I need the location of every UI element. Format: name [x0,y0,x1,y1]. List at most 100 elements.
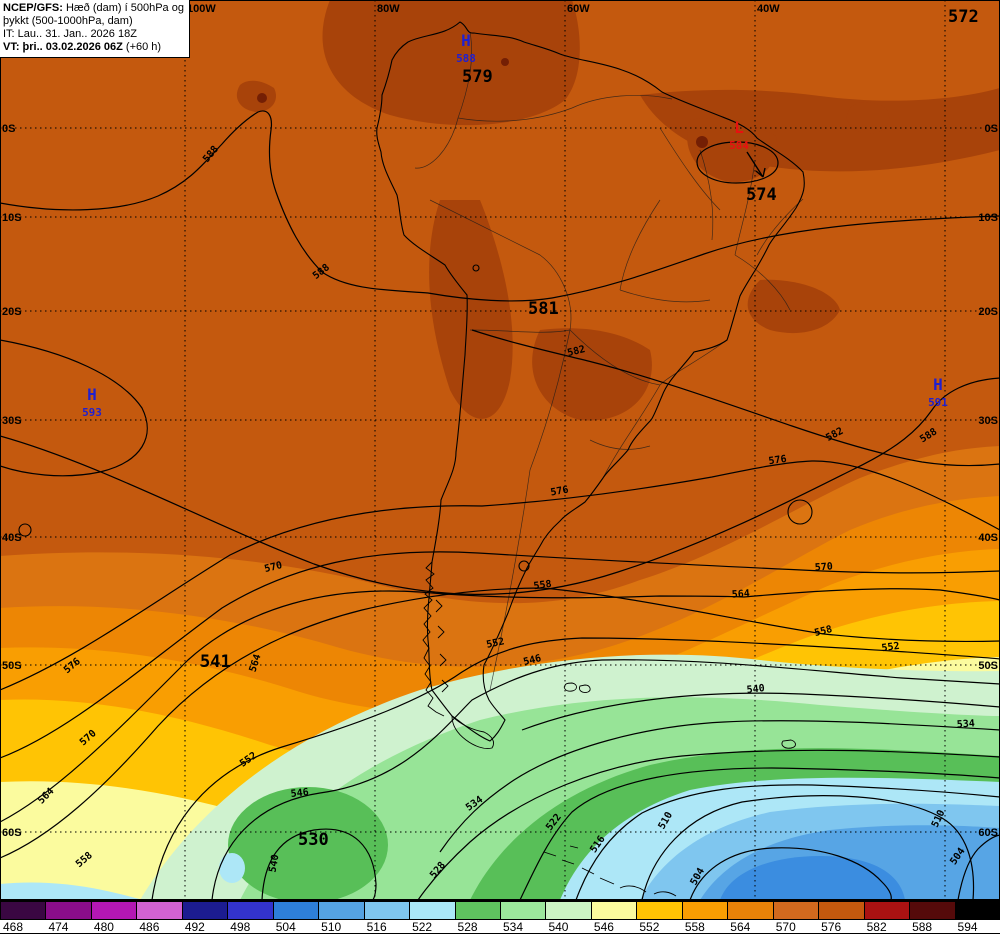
title-line-1: NCEP/GFS: Hæð (dam) í 500hPa og [3,2,184,14]
colorbar-swatch [45,901,91,920]
lat-label-left: 10S [2,212,22,224]
lat-label-right: 30S [978,415,998,427]
contour-label: 552 [486,636,506,651]
colorbar-swatch [499,901,546,920]
title-box: NCEP/GFS: Hæð (dam) í 500hPa og þykkt (5… [0,0,190,58]
colorbar-swatch [863,901,910,920]
contour-label: 534 [956,718,975,730]
colorbar-swatch [318,901,364,920]
pressure-center-value: 593 [82,406,102,419]
contour-588-south [0,377,1000,595]
country-borders [414,31,804,691]
contour-564 [0,588,1000,823]
colorbar-tick-labels: 468 474 480 486 492 498 504 510 516 522 528 534 540 5… [0,920,1000,934]
colorbar-swatch [272,901,319,920]
pressure-center-value: 588 [456,52,476,65]
contour-low-arrow [746,151,766,178]
colorbar-tick-label: 564 [730,920,751,934]
colorbar-swatch [136,901,182,920]
thickness-fill-bands [0,0,1000,900]
extremum-label: 572 [948,7,979,27]
fill-patch-504-510 [720,856,905,900]
contour-label: 552 [881,641,900,654]
contour-576 [0,460,1000,691]
contour-522 [519,767,1000,900]
pressure-center-value: 584 [729,139,749,152]
contour-label: 558 [533,579,552,592]
lat-label-right: 0S [985,123,998,135]
fill-dots-588-594 [257,58,708,148]
title-line-4: VT: þri.. 03.02.2026 06Z (+60 h) [3,41,162,53]
coastline [18,21,813,897]
axis-labels: 0S 0S 10S 10S 20S 20S 30S 30S 40S 40S 50S 50S 60S 60S… [2,3,998,839]
colorbar-swatch [681,901,728,920]
fill-patch-528-534-low [228,787,388,900]
colorbar-tick-label: 588 [912,920,933,934]
contour-label: 576 [550,485,570,499]
extremum-label: 574 [746,185,777,205]
colorbar-swatch [227,901,273,920]
lat-label-right: 60S [978,827,998,839]
fill-patches-582-588 [236,0,1000,421]
pressure-center-letter: H [461,31,471,50]
colorbar-swatch [727,901,773,920]
lat-label-left: 40S [2,532,22,544]
colorbar-swatch [909,901,955,920]
contour-label: 564 [248,653,264,674]
pressure-center-value: 591 [928,396,948,409]
contour-504-east [957,834,1000,900]
pressure-center-letter: L [734,118,744,137]
colorbar-swatch [90,901,137,920]
lat-label-left: 30S [2,415,22,427]
extremum-label: 579 [462,67,493,87]
thickness-colorbar: 468 474 480 486 492 498 504 510 516 522 528 534 540 5… [0,900,1000,934]
lon-label-top: 60W [567,3,590,15]
lat-label-right: 50S [978,660,998,672]
contour-540-east [521,692,1000,731]
pressure-center-letter: H [933,375,943,394]
extremum-label: 530 [298,830,329,850]
title-line-3: IT: Lau.. 31. Jan.. 2026 18Z [3,28,137,40]
colorbar-tick-label: 492 [184,920,205,934]
lat-label-right: 40S [978,532,998,544]
height-contours [0,110,1000,900]
colorbar-tick-label: 480 [93,920,114,934]
colorbar-swatch [0,901,46,920]
contour-570 [0,551,1000,759]
fill-corner-522-528 [0,882,146,900]
graticule-grid [0,0,1000,900]
colorbar-swatch [818,901,864,920]
pressure-center-markers: H 588 L 584 H 593 H 591 [82,31,948,419]
contour-label: 546 [522,653,542,668]
colorbar-swatch [954,901,1000,920]
colorbar-tick-label: 528 [457,920,478,934]
contour-label: 582 [566,344,586,359]
contour-528 [417,749,1000,900]
contour-534 [439,720,1000,853]
fill-spot-icefield [219,853,245,883]
contour-588-north [0,110,1000,302]
colorbar-tick-label: 552 [639,920,660,934]
colorbar-tick-label: 468 [3,920,24,934]
contour-582-trough [471,329,1000,467]
contour-552 [151,637,1000,900]
lat-label-right: 10S [978,212,998,224]
contour-504-ring [689,847,892,900]
contour-584-low-ring [696,141,779,184]
colorbar-swatch [545,901,591,920]
colorbar-tick-label: 576 [821,920,842,934]
contour-label: 564 [731,588,750,600]
colorbar-swatch [454,901,500,920]
contour-558 [0,587,1000,859]
contour-label: 540 [746,683,765,696]
colorbar-tick-label: 498 [230,920,251,934]
contour-546 [211,659,1000,900]
colorbar-swatch [409,901,455,920]
contour-592-high-ring [0,339,148,477]
colorbar-tick-label: 540 [548,920,569,934]
lon-label-top: 100W [187,3,216,15]
colorbar-swatch [636,901,682,920]
colorbar-tick-label: 516 [366,920,387,934]
